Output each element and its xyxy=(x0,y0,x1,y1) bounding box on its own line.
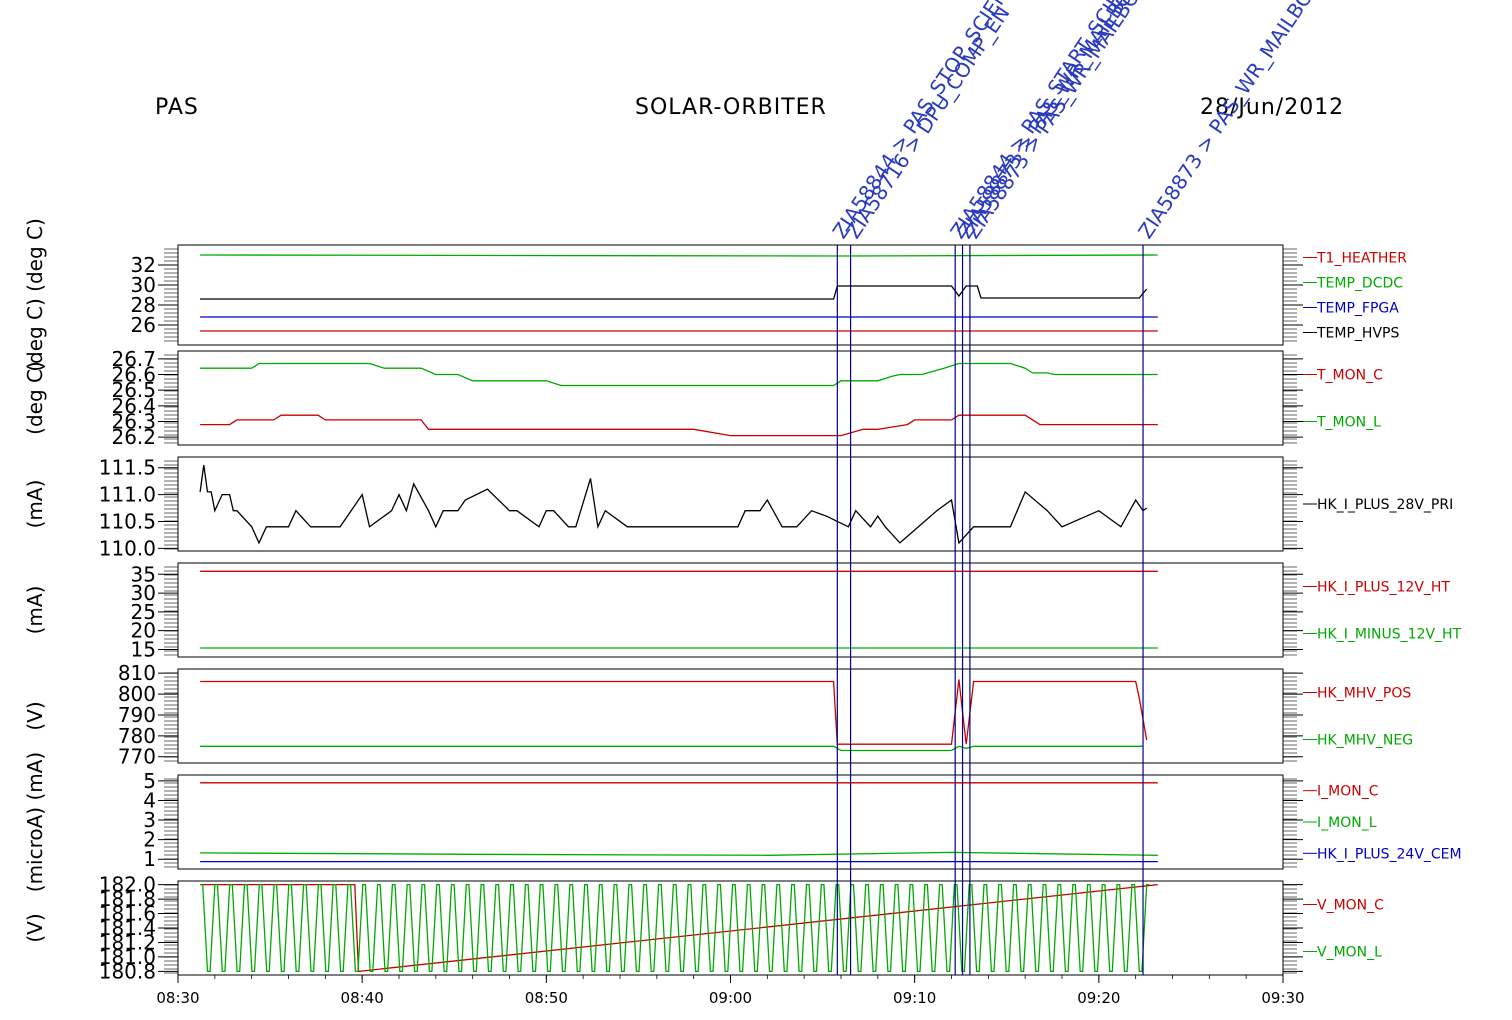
y-tick-label: 110.5 xyxy=(99,509,156,533)
x-tick-label: 09:30 xyxy=(1261,989,1304,1007)
x-tick-label: 08:40 xyxy=(341,989,384,1007)
y-axis-label: (mA) xyxy=(23,480,47,529)
header-left: PAS xyxy=(155,95,199,120)
header-center: SOLAR-ORBITER xyxy=(635,95,827,120)
y-tick-label: 26.3 xyxy=(111,410,156,434)
legend-label: TEMP_DCDC xyxy=(1316,276,1403,292)
y-tick-label: 4 xyxy=(143,788,156,812)
panel-2: 26.226.326.426.526.626.7 (deg C) T_MON_C T_… xyxy=(23,347,1383,449)
legend-label: T1_HEATHER xyxy=(1316,251,1407,267)
x-tick-label: 09:20 xyxy=(1077,989,1120,1007)
series-line xyxy=(200,285,1148,300)
y-axis-label: (mA) xyxy=(23,586,47,635)
y-tick-label: 800 xyxy=(118,682,156,706)
y-tick-label: 5 xyxy=(143,769,156,793)
y-tick-label: 180.8 xyxy=(99,959,156,983)
event-label: ZIA58873 > PAS_WR_MAILBOX_C xyxy=(1133,0,1338,243)
y-tick-label: 110.0 xyxy=(99,536,156,560)
y-tick-label: 2 xyxy=(143,828,156,852)
x-tick-label: 09:00 xyxy=(709,989,752,1007)
panel-frame xyxy=(177,562,1284,658)
y-tick-label: 26.6 xyxy=(111,363,156,387)
legend-label: V_MON_L xyxy=(1317,945,1382,961)
legend-label: I_MON_C xyxy=(1317,784,1379,800)
legend-label: V_MON_C xyxy=(1317,898,1384,914)
series-line xyxy=(200,745,1143,752)
legend-label: TEMP_HVPS xyxy=(1316,326,1399,342)
y-tick-label: 181.6 xyxy=(99,902,156,926)
legend-label: HK_I_PLUS_12V_HT xyxy=(1317,580,1450,596)
y-tick-label: 1 xyxy=(143,847,156,871)
legend-label: I_MON_L xyxy=(1317,815,1377,831)
y-tick-label: 30 xyxy=(131,581,156,605)
header-right: 28/Jun/2012 xyxy=(1200,95,1345,120)
series-line xyxy=(200,883,1150,973)
series-line xyxy=(200,883,1158,973)
legend-label: T_MON_L xyxy=(1316,415,1381,431)
series-line xyxy=(200,679,1148,745)
y-tick-label: 26.5 xyxy=(111,378,156,402)
y-tick-label: 111.0 xyxy=(99,483,156,507)
y-tick-label: 26.7 xyxy=(111,347,156,371)
legend-label: HK_I_MINUS_12V_HT xyxy=(1317,627,1462,643)
y-tick-label: 182.0 xyxy=(99,873,156,897)
y-tick-label: 181.2 xyxy=(99,930,156,954)
y-tick-label: 780 xyxy=(118,724,156,748)
y-axis-label: (V) xyxy=(23,701,47,730)
legend-label: HK_I_PLUS_28V_PRI xyxy=(1317,497,1453,513)
x-tick-label: 09:10 xyxy=(893,989,936,1007)
y-tick-label: 181.0 xyxy=(99,945,156,969)
y-tick-label: 770 xyxy=(118,745,156,769)
panel-frame xyxy=(177,350,1284,446)
y-tick-label: 111.5 xyxy=(99,456,156,480)
y-tick-label: 25 xyxy=(131,600,156,624)
legend-label: HK_I_PLUS_24V_CEM xyxy=(1317,846,1462,862)
y-tick-label: 181.4 xyxy=(99,916,156,940)
y-axis-label: (microA) (mA) xyxy=(23,752,47,892)
y-axis-label: (V) xyxy=(23,913,47,942)
y-tick-label: 30 xyxy=(131,273,156,297)
panel-frame xyxy=(177,456,1284,552)
series-line xyxy=(199,465,1148,545)
x-axis: 08:30 08:40 08:50 09:00 09:10 09:20 09:30 xyxy=(156,975,1305,1007)
legend-label: HK_MHV_NEG xyxy=(1317,733,1413,749)
y-tick-label: 20 xyxy=(131,619,156,643)
y-tick-label: 810 xyxy=(118,661,156,685)
y-tick-label: 181.8 xyxy=(99,887,156,911)
y-tick-label: 26 xyxy=(131,313,156,337)
panel-frame xyxy=(177,244,1284,346)
legend-label: T_MON_C xyxy=(1316,368,1383,384)
panel-frame xyxy=(177,668,1284,764)
y-tick-label: 35 xyxy=(131,562,156,586)
series-line xyxy=(200,851,1158,856)
y-tick-label: 26.2 xyxy=(111,425,156,449)
y-tick-label: 32 xyxy=(131,253,156,277)
x-tick-label: 08:50 xyxy=(525,989,568,1007)
y-axis-label: (deg C) xyxy=(23,361,47,435)
series-line xyxy=(200,414,1158,437)
legend-label: TEMP_FPGA xyxy=(1316,301,1399,317)
y-tick-label: 26.4 xyxy=(111,394,156,418)
y-tick-label: 15 xyxy=(131,637,156,661)
series-line xyxy=(200,254,1158,257)
y-tick-label: 28 xyxy=(131,293,156,317)
legend-label: HK_MHV_POS xyxy=(1317,686,1411,702)
series-line xyxy=(200,362,1158,387)
y-tick-label: 790 xyxy=(118,703,156,727)
y-tick-label: 3 xyxy=(143,808,156,832)
panel-frame xyxy=(177,774,1284,870)
y-axis-label: (deg C) (deg C) xyxy=(23,218,47,372)
x-tick-label: 08:30 xyxy=(156,989,199,1007)
